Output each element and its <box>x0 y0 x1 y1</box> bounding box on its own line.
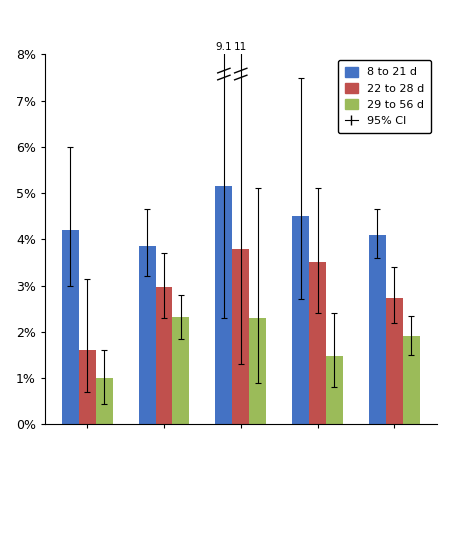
Bar <box>369 235 386 424</box>
Bar <box>156 287 172 424</box>
Bar <box>139 246 156 424</box>
Bar <box>249 318 266 424</box>
Bar <box>62 230 79 424</box>
Bar <box>79 350 96 424</box>
Bar <box>309 262 326 424</box>
Text: 9.1: 9.1 <box>216 42 232 52</box>
Bar <box>386 298 403 424</box>
Bar <box>292 217 309 424</box>
Text: 11: 11 <box>234 42 248 52</box>
Bar <box>326 356 343 424</box>
Bar <box>172 317 189 424</box>
Bar <box>232 249 249 424</box>
Bar <box>216 186 232 424</box>
Bar <box>96 378 112 424</box>
Legend: 8 to 21 d, 22 to 28 d, 29 to 56 d, 95% CI: 8 to 21 d, 22 to 28 d, 29 to 56 d, 95% C… <box>338 60 431 133</box>
Bar <box>403 336 419 424</box>
